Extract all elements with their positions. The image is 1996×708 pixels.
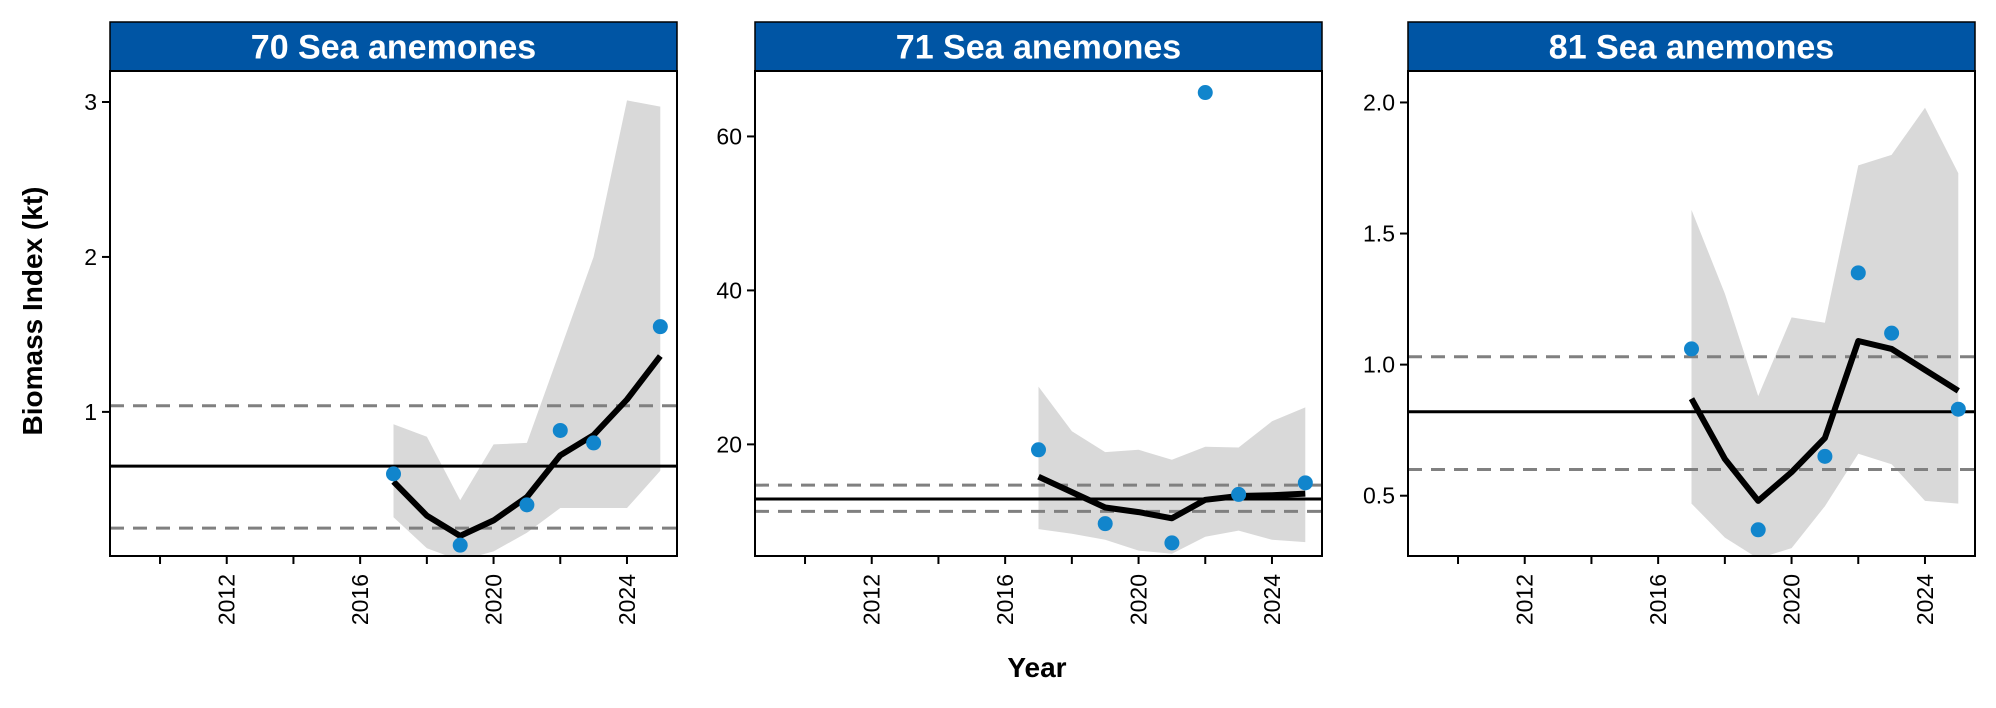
- trend-line: [1688, 338, 1960, 504]
- y-tick-label: 1: [84, 399, 97, 425]
- data-point: [552, 422, 568, 438]
- x-tick-label: 2020: [1779, 574, 1805, 625]
- plot-area: [755, 85, 1322, 554]
- y-tick-label: 60: [716, 123, 742, 149]
- data-point: [1297, 475, 1313, 491]
- panel-strip: [1407, 21, 1976, 72]
- trend-line: [391, 354, 663, 539]
- panel-3: 81 Sea anemones 0.5 1.0 1.5 2.0 2012 2016 2020 2…: [1363, 21, 1976, 625]
- plot-area: [110, 100, 677, 556]
- y-tick-label: 0.5: [1363, 483, 1395, 509]
- confidence-ribbon: [1038, 386, 1306, 554]
- x-tick-label: 2020: [481, 574, 507, 625]
- data-point: [652, 319, 668, 335]
- x-tick-label: 2016: [347, 574, 373, 625]
- data-point: [1231, 486, 1247, 502]
- x-tick-label: 2024: [1912, 574, 1938, 625]
- y-tick-label: 2.0: [1363, 89, 1395, 115]
- data-point: [1197, 85, 1213, 101]
- x-tick-label: 2012: [214, 574, 240, 625]
- data-point: [1750, 522, 1766, 538]
- panel-border: [1407, 70, 1976, 557]
- data-point: [1031, 442, 1046, 458]
- data-point: [1684, 341, 1699, 357]
- data-point: [519, 497, 535, 513]
- x-tick-label: 2012: [859, 574, 885, 625]
- data-point: [1097, 516, 1113, 532]
- y-tick-label: 2: [84, 244, 97, 270]
- panel-title: 81 Sea anemones: [1549, 29, 1834, 67]
- data-point: [1164, 535, 1180, 551]
- panel-title: 70 Sea anemones: [251, 29, 536, 67]
- data-point: [1817, 448, 1833, 464]
- y-tick-label: 1.0: [1363, 352, 1395, 378]
- x-tick-label: 2020: [1126, 574, 1152, 625]
- panel-border: [754, 70, 1323, 557]
- x-tick-label: 2024: [1259, 574, 1285, 625]
- trend-line: [1037, 473, 1306, 522]
- data-point: [1950, 401, 1966, 417]
- panel-border: [109, 70, 678, 557]
- data-point: [452, 537, 468, 553]
- data-point: [1884, 325, 1900, 341]
- x-tick-label: 2012: [1512, 574, 1538, 625]
- panel-strip: [754, 21, 1323, 72]
- x-tick-label: 2016: [992, 574, 1018, 625]
- y-tick-label: 20: [716, 431, 742, 457]
- data-point: [586, 435, 602, 451]
- panel-1: 70 Sea anemones 1 2 3 2012 2016 2020 2024: [84, 21, 678, 625]
- x-tick-label: 2016: [1645, 574, 1671, 625]
- confidence-ribbon: [393, 100, 661, 556]
- y-tick-label: 3: [84, 89, 97, 115]
- x-tick-label: 2024: [614, 574, 640, 625]
- y-tick-label: 1.5: [1363, 221, 1395, 247]
- plot-area: [1408, 107, 1975, 556]
- panel-title: 71 Sea anemones: [896, 29, 1181, 67]
- y-tick-label: 40: [716, 277, 742, 303]
- confidence-ribbon: [1691, 107, 1959, 556]
- panel-2: 71 Sea anemones 20 40 60 2012 2016 2020 2024: [716, 21, 1323, 625]
- data-point: [386, 466, 401, 482]
- panel-strip: [109, 21, 678, 72]
- x-axis-title: Year: [1007, 652, 1066, 683]
- y-axis-title: Biomass Index (kt): [17, 187, 48, 436]
- data-point: [1850, 265, 1866, 281]
